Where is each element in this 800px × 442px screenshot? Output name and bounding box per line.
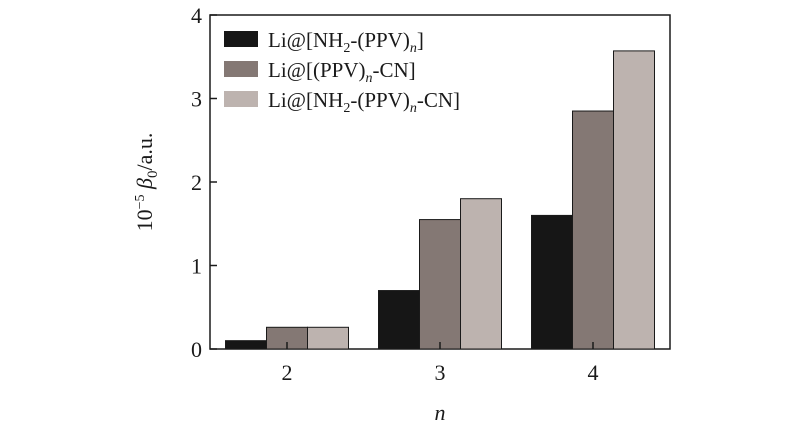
legend-label-3: Li@[NH2-(PPV)n-CN] xyxy=(268,88,460,116)
y-tick-label-0: 0 xyxy=(191,337,202,362)
y-tick-label-2: 2 xyxy=(191,170,202,195)
bar-series-3-n-4 xyxy=(613,50,655,350)
bar-series-1-n-2 xyxy=(225,340,267,350)
x-tick-label-3: 3 xyxy=(435,360,446,385)
bar-series-1-n-4 xyxy=(531,214,573,350)
legend-label-2: Li@[(PPV)n-CN] xyxy=(268,58,416,86)
x-tick-label-4: 4 xyxy=(588,360,599,385)
bar-series-3-n-2 xyxy=(307,326,349,350)
y-tick-label-1: 1 xyxy=(191,254,202,279)
legend: Li@[NH2-(PPV)n] Li@[(PPV)n-CN] Li@[NH2-(… xyxy=(224,28,460,116)
x-axis: 2 3 4 xyxy=(282,342,599,385)
bar-series-2-n-3 xyxy=(419,219,461,350)
legend-swatch-3 xyxy=(224,91,258,107)
bar-series-1-n-3 xyxy=(378,290,420,350)
bar-series-3-n-3 xyxy=(460,198,502,350)
x-axis-title: n xyxy=(435,400,446,425)
y-axis-title: 10−5 β0/a.u. xyxy=(132,133,161,232)
x-tick-label-2: 2 xyxy=(282,360,293,385)
bar-series-2-n-4 xyxy=(572,110,614,350)
bars-layer xyxy=(225,50,655,350)
y-tick-label-3: 3 xyxy=(191,87,202,112)
legend-label-1: Li@[NH2-(PPV)n] xyxy=(268,28,424,56)
y-tick-label-4: 4 xyxy=(191,3,202,28)
y-axis: 0 1 2 3 4 xyxy=(191,3,217,362)
legend-swatch-2 xyxy=(224,61,258,77)
legend-swatch-1 xyxy=(224,31,258,47)
